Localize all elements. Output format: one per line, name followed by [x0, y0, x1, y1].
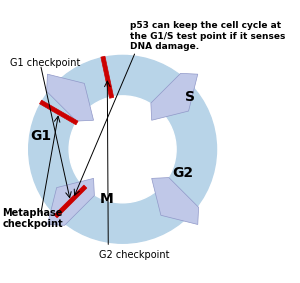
Text: Metaphase
checkpoint: Metaphase checkpoint [3, 208, 63, 229]
Polygon shape [46, 74, 94, 121]
Polygon shape [152, 177, 199, 224]
Polygon shape [47, 178, 94, 225]
Text: p53 can keep the cell cycle at
the G1/S test point if it senses
DNA damage.: p53 can keep the cell cycle at the G1/S … [130, 22, 286, 51]
Text: S: S [185, 90, 195, 104]
Polygon shape [54, 185, 87, 218]
Text: G2: G2 [172, 166, 193, 180]
Polygon shape [40, 100, 78, 125]
Polygon shape [151, 73, 198, 120]
Text: G2 checkpoint: G2 checkpoint [99, 250, 170, 260]
Text: G1 checkpoint: G1 checkpoint [11, 58, 81, 68]
Text: M: M [100, 192, 114, 206]
Circle shape [69, 96, 176, 203]
Text: G1: G1 [30, 129, 51, 143]
Circle shape [29, 55, 217, 243]
Polygon shape [101, 56, 114, 98]
